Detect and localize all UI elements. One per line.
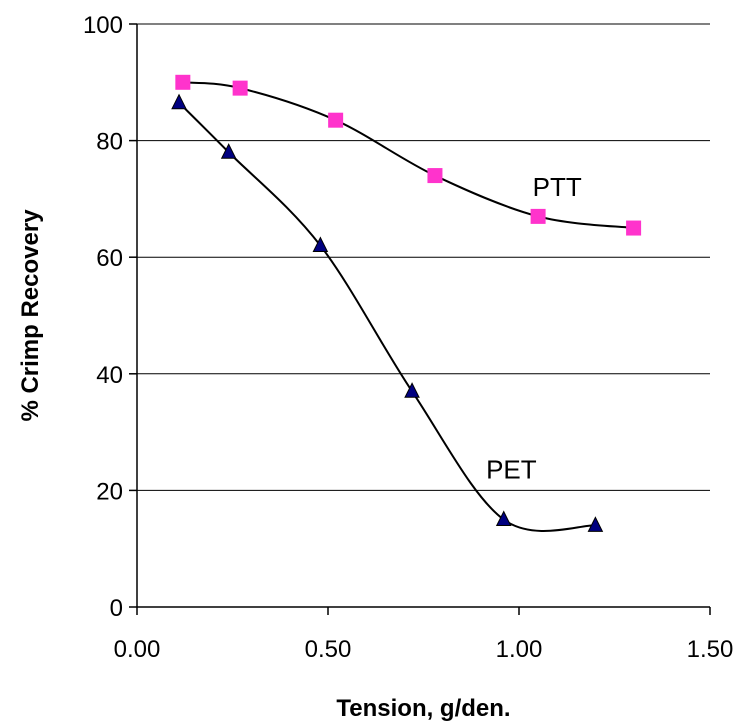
data-point-ptt <box>232 80 248 96</box>
data-point-pet <box>171 93 187 110</box>
y-tick-label: 100 <box>83 12 123 39</box>
x-tick-label: 0.50 <box>305 636 352 663</box>
data-point-ptt <box>328 112 344 128</box>
gridlines <box>137 23 710 491</box>
series-label-pet: PET <box>486 455 537 485</box>
x-tick-label: 0.00 <box>114 636 161 663</box>
y-tick-label: 40 <box>96 362 123 389</box>
ticks: 0 20 40 60 80 100 0.00 0.50 1.00 1.50 <box>83 12 733 663</box>
data-point-ptt <box>175 74 191 90</box>
series-label-ptt: PTT <box>533 172 582 202</box>
y-tick-label: 0 <box>110 595 123 622</box>
data-point-ptt <box>530 208 546 224</box>
trend-line-ptt <box>182 81 634 230</box>
series-labels: PTT PET <box>486 172 582 485</box>
data-point-pet <box>312 236 329 253</box>
data-point-ptt <box>626 220 642 236</box>
axes <box>136 24 710 608</box>
y-tick-label: 80 <box>96 129 123 156</box>
y-tick-label: 60 <box>96 245 123 272</box>
trend-curves <box>178 81 634 532</box>
y-axis-title: % Crimp Recovery <box>17 209 44 422</box>
data-point-pet <box>404 382 420 398</box>
data-point-pet <box>495 510 512 527</box>
data-points <box>171 74 642 532</box>
x-tick-label: 1.00 <box>496 636 543 663</box>
data-point-ptt <box>427 168 443 184</box>
x-axis-title: Tension, g/den. <box>336 695 510 722</box>
data-point-pet <box>220 143 237 159</box>
y-tick-label: 20 <box>96 478 123 505</box>
x-tick-label: 1.50 <box>687 636 734 663</box>
data-point-pet <box>587 516 604 532</box>
